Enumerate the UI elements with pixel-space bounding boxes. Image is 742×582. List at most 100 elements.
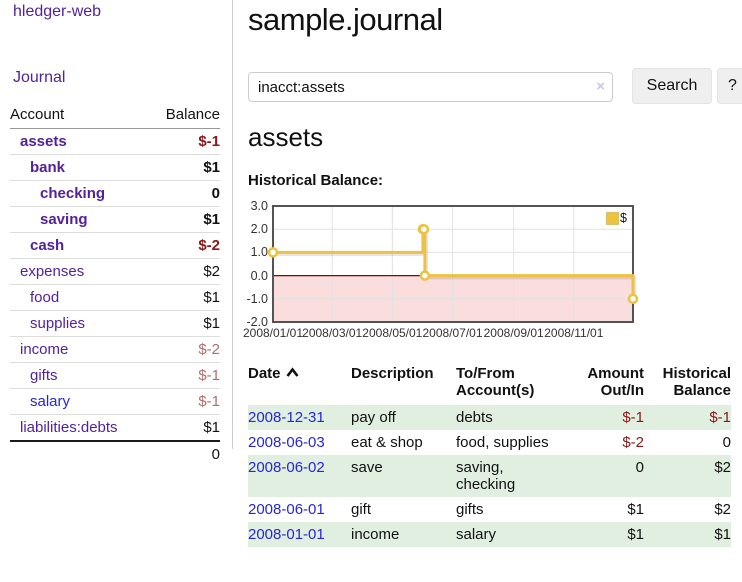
account-link[interactable]: food [30,289,60,306]
sidebar: hledger-web Journal Account Balance asse… [0,0,233,467]
account-link[interactable]: checking [40,185,106,202]
balance-column-header: Historical Balance [662,365,731,399]
account-row: expenses $2 [10,258,220,285]
table-row: 2008-12-31 pay off debts $-1 $-1 [248,405,731,430]
account-row: salary $-1 [10,388,220,415]
account-row: supplies $1 [10,310,220,337]
transaction-description: income [351,526,400,543]
chart-title: Historical Balance: [248,172,384,189]
accounts-column-header: To/From Account(s) [456,365,535,399]
account-row: income $-2 [10,336,220,363]
transaction-date-link[interactable]: 2008-01-01 [248,526,325,543]
account-balance: $-2 [149,336,220,363]
balance-col-header: Balance [149,103,220,129]
transaction-date-link[interactable]: 2008-06-01 [248,501,325,518]
y-tick-label: -2.0 [246,315,268,329]
legend-swatch-icon [606,211,619,225]
transaction-date-link[interactable]: 2008-06-03 [248,434,325,451]
account-link[interactable]: expenses [20,263,85,280]
x-tick-label: 2008/09/01 [483,326,544,340]
y-tick-label: 1.0 [250,245,268,260]
account-link[interactable]: bank [30,159,66,176]
account-row: bank $1 [10,154,220,181]
main-content: sample.journal × Search ? assets Histori… [234,0,742,582]
transaction-amount: 0 [635,459,644,476]
account-row: checking 0 [10,180,220,207]
y-tick-label: 0.0 [250,268,268,283]
x-tick-label: 2008/07/01 [422,326,483,340]
accounts-total-row: 0 [10,440,220,467]
transaction-accounts: salary [456,526,497,543]
help-button[interactable]: ? [717,68,742,104]
transaction-amount: $1 [627,526,644,543]
transaction-date-link[interactable]: 2008-06-02 [248,459,325,476]
table-row: 2008-06-02 save saving, checking 0 $2 [248,455,731,497]
app-title-link[interactable]: hledger-web [13,3,102,20]
transaction-accounts: saving, checking [456,459,516,493]
account-balance: $1 [149,206,220,233]
account-link[interactable]: gifts [30,367,58,384]
register-header-row: Date Description To/From Account(s) Amou… [248,361,731,405]
transaction-description: eat & shop [351,434,423,451]
account-row: saving $1 [10,206,220,233]
account-balance: $1 [149,414,220,441]
account-row: cash $-2 [10,232,220,259]
account-balance: $1 [149,284,220,311]
account-balance: $-1 [198,133,220,150]
search-input[interactable] [248,72,613,102]
x-tick-label: 2008/03/01 [302,326,363,340]
y-tick-label: -1.0 [246,291,268,306]
account-link[interactable]: income [20,341,69,358]
nav-journal-link[interactable]: Journal [13,69,66,86]
account-link[interactable]: supplies [30,315,86,332]
transaction-balance: $2 [714,459,731,476]
chart-legend: $ [606,211,627,225]
accounts-col-header: Account [10,103,150,129]
transaction-description: save [351,459,383,476]
x-tick-label: 2008/11/01 [544,326,604,340]
transaction-accounts: food, supplies [456,434,549,451]
page-title: sample.journal [248,2,443,37]
account-link[interactable]: liabilities:debts [20,419,118,436]
table-row: 2008-06-01 gift gifts $1 $2 [248,497,731,522]
table-row: 2008-06-03 eat & shop food, supplies $-2 0 [248,430,731,455]
account-row: food $1 [10,284,220,311]
account-balance: $-1 [149,362,220,389]
account-balance: $-1 [149,388,220,415]
x-tick-label: 2008/05/01 [362,326,423,340]
transaction-date-link[interactable]: 2008-12-31 [248,409,325,426]
chart-plot [267,205,639,323]
clear-search-icon[interactable]: × [596,78,605,95]
y-tick-label: 2.0 [250,222,268,237]
search-button[interactable]: Search [632,68,712,104]
account-link[interactable]: cash [30,237,65,254]
account-heading: assets [248,122,324,152]
account-link[interactable]: assets [20,133,67,150]
account-balance: $1 [149,154,220,181]
date-column-header[interactable]: Date [248,361,345,405]
amount-column-header: Amount Out/In [587,365,644,399]
account-balance: 0 [149,180,220,207]
description-column-header: Description [351,365,434,382]
transaction-balance: 0 [722,434,731,451]
transaction-balance: $-1 [709,409,731,426]
transaction-description: gift [351,501,372,518]
accounts-table-header: Account Balance [10,103,220,129]
account-row: assets $-1 [10,129,220,155]
transaction-balance: $2 [714,501,731,518]
register-table: Date Description To/From Account(s) Amou… [248,361,731,547]
transaction-accounts: gifts [456,501,484,518]
transaction-accounts: debts [456,409,493,426]
transaction-balance: $1 [714,526,731,543]
account-balance: $-2 [149,232,220,259]
sort-ascending-icon [285,365,299,382]
account-link[interactable]: saving [40,211,88,228]
account-balance: $2 [149,258,220,285]
account-link[interactable]: salary [30,393,71,410]
account-row: liabilities:debts $1 [10,414,220,441]
transaction-amount: $-2 [622,434,644,451]
accounts-table: Account Balance assets $-1 bank $1 checking 0… [10,103,220,467]
historical-balance-chart[interactable]: 3.0 2.0 1.0 0.0 -1.0 -2.0 2008/01/01 2008/03/0… [243,199,742,345]
account-balance: $1 [149,310,220,337]
transaction-description: pay off [351,409,396,426]
